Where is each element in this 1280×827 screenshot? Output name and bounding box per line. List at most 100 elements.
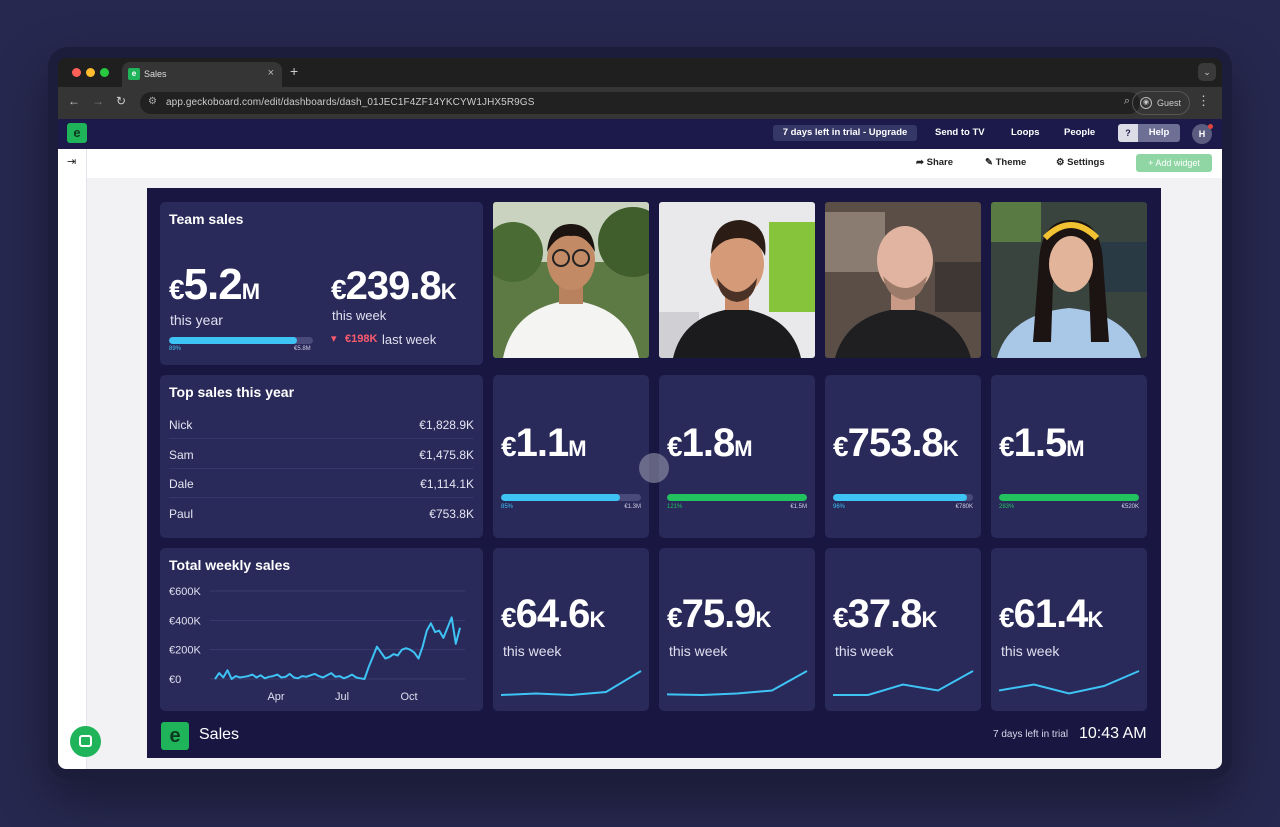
url-field[interactable]: ⚙ app.geckoboard.com/edit/dashboards/das… [140, 92, 1140, 114]
currency-symbol: € [999, 602, 1015, 633]
year-suffix: M [241, 279, 260, 304]
week-label: this week [332, 308, 387, 323]
brush-icon: ✎ [985, 157, 996, 168]
geckoboard-logo-icon[interactable]: e [67, 123, 87, 143]
year-total: €5.2M [169, 260, 260, 310]
settings-button[interactable]: ⚙ Settings [1056, 157, 1105, 168]
sales-value: €753.8K [429, 507, 474, 521]
currency-symbol: € [667, 602, 683, 633]
currency-symbol: € [169, 274, 185, 305]
browser-menu-icon[interactable]: ⋮ [1197, 93, 1210, 108]
trial-notice: 7 days left in trial [993, 729, 1069, 740]
person-year-widget[interactable]: €753.8K 96% €780K [825, 375, 981, 538]
year-target: €5.8M [294, 346, 311, 352]
y-tick-label: €600K [169, 586, 201, 598]
year-total: €753.8K [833, 421, 959, 466]
week-total: €75.9K [667, 592, 771, 637]
week-value: 75.9 [681, 592, 757, 636]
loops-link[interactable]: Loops [1011, 127, 1040, 138]
week-value: 61.4 [1013, 592, 1089, 636]
person-week-widget[interactable]: €61.4K this week [991, 548, 1147, 711]
reload-icon[interactable]: ↻ [116, 94, 127, 108]
maximize-window-button[interactable] [100, 68, 109, 77]
week-label: this week [1001, 643, 1060, 659]
person-year-widget[interactable]: €1.8M 121% €1.5M [659, 375, 815, 538]
progress-target: €1.3M [624, 504, 641, 510]
x-tick-label: Apr [267, 691, 284, 703]
year-progress-bar [169, 337, 313, 344]
widget-title: Top sales this year [169, 384, 295, 400]
help-button[interactable]: Help [1138, 124, 1180, 142]
clock: 10:43 AM [1079, 725, 1147, 742]
person-week-widget[interactable]: €37.8K this week [825, 548, 981, 711]
year-suffix: M [1066, 436, 1084, 461]
user-avatar[interactable]: H [1192, 124, 1213, 144]
sparkline [998, 670, 1140, 695]
progress-percent: 96% [833, 504, 846, 510]
week-value: 37.8 [847, 592, 923, 636]
send-to-tv-link[interactable]: Send to TV [935, 127, 985, 138]
expand-sidebar-icon[interactable]: ⇥ [67, 156, 77, 168]
site-info-icon[interactable]: ⚙ [148, 96, 157, 107]
person-week-widget[interactable]: €64.6K this week [493, 548, 649, 711]
person-year-widget[interactable]: €1.1M 85% €1.3M [493, 375, 649, 538]
top-sales-widget[interactable]: Top sales this year Nick €1,828.9K Sam €1,… [160, 375, 483, 538]
trial-upgrade-button[interactable]: 7 days left in trial - Upgrade [773, 125, 917, 141]
share-arrow-icon: ➦ [916, 157, 927, 168]
notification-dot [1208, 124, 1213, 129]
year-label: this year [170, 312, 223, 328]
person-photo-2 [659, 202, 815, 358]
close-window-button[interactable] [72, 68, 81, 77]
person-photo-1 [493, 202, 649, 358]
week-label: this week [669, 643, 728, 659]
salesperson-name: Paul [169, 507, 194, 521]
series-line [214, 616, 461, 680]
progress-percent: 283% [999, 504, 1015, 510]
y-tick-label: €200K [169, 645, 201, 657]
widget-title: Team sales [169, 211, 244, 227]
progress-percent: 121% [667, 504, 683, 510]
team-sales-widget[interactable]: Team sales €5.2M this year 89% €5.8M €23… [160, 202, 483, 365]
person-year-widget[interactable]: €1.5M 283% €520K [991, 375, 1147, 538]
chat-button[interactable] [70, 726, 101, 757]
app-header: e 7 days left in trial - Upgrade Send to… [58, 119, 1222, 149]
chat-bubble-icon [79, 735, 92, 747]
add-widget-button[interactable]: + Add widget [1136, 154, 1212, 172]
week-total: €239.8K [331, 264, 457, 309]
total-weekly-sales-widget[interactable]: Total weekly sales €600K €400K €200K €0 Apr J… [160, 548, 483, 711]
share-button[interactable]: ➦ Share [916, 157, 953, 168]
tab-search-chevron-icon[interactable]: ⌄ [1198, 63, 1216, 81]
guest-profile-button[interactable]: ◉ Guest [1132, 91, 1190, 115]
currency-symbol: € [667, 431, 683, 462]
x-tick-label: Jul [335, 691, 349, 703]
year-progress-percent: 89% [169, 346, 182, 352]
back-arrow-icon[interactable]: ← [68, 94, 80, 108]
list-item: Sam €1,475.8K [169, 440, 474, 469]
year-value: 1.8 [681, 421, 736, 465]
sparkline [833, 670, 974, 696]
person-week-widget[interactable]: €75.9K this week [659, 548, 815, 711]
y-tick-label: €400K [169, 615, 201, 627]
help-question-icon[interactable]: ? [1118, 124, 1138, 142]
dashboard-name: Sales [199, 726, 240, 743]
year-value: 1.5 [1013, 421, 1068, 465]
tab-close-icon[interactable]: × [267, 67, 274, 79]
year-total: €1.8M [667, 421, 753, 466]
sales-value: €1,114.1K [420, 477, 474, 491]
progress-target: €780K [955, 504, 973, 510]
people-link[interactable]: People [1064, 127, 1096, 138]
minimize-window-button[interactable] [86, 68, 95, 77]
week-label: this week [835, 643, 894, 659]
y-tick-label: €0 [169, 674, 181, 686]
new-tab-button[interactable]: + [290, 63, 299, 79]
forward-arrow-icon[interactable]: → [92, 94, 104, 108]
sparkline-chart [998, 670, 1140, 695]
week-suffix: K [755, 607, 771, 632]
sparkline [666, 670, 808, 697]
zoom-magnifier-icon[interactable]: ⌕ [1123, 95, 1130, 107]
browser-tab[interactable]: e Sales × [122, 62, 282, 87]
week-suffix: K [589, 607, 605, 632]
sparkline [500, 670, 642, 697]
theme-button[interactable]: ✎ Theme [985, 157, 1026, 168]
week-value: 239.8 [345, 264, 442, 308]
